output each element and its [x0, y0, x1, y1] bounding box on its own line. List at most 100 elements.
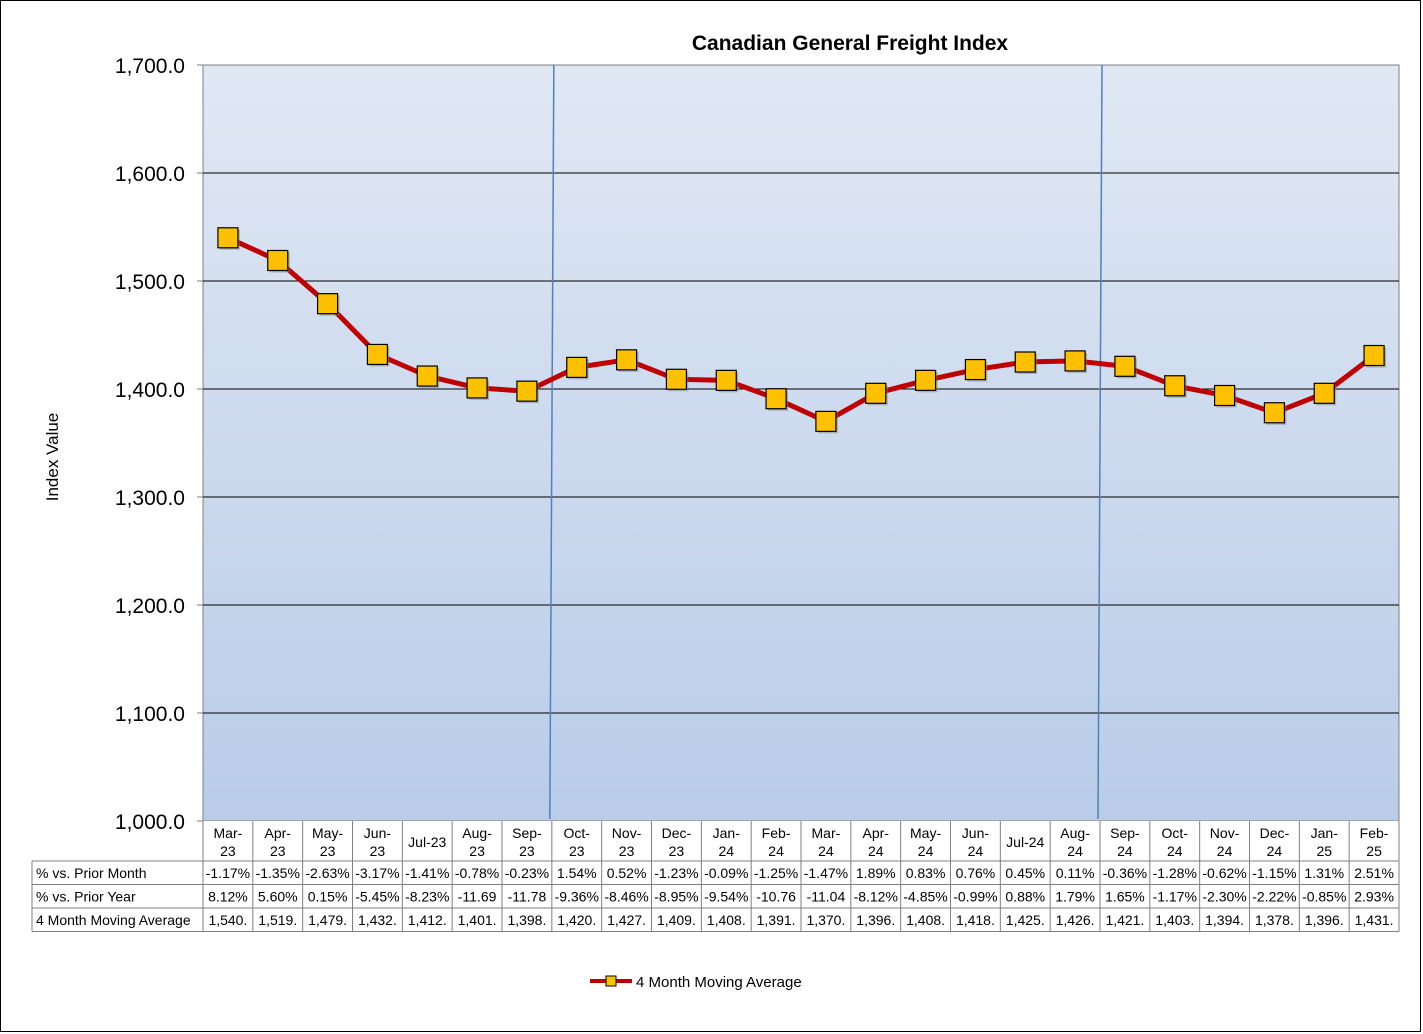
table-cell: -11.69: [458, 889, 497, 905]
x-category-label: 24: [768, 843, 784, 859]
x-category-label: Jun-: [364, 825, 392, 841]
x-category-label: 24: [968, 843, 984, 859]
x-category-label: 23: [469, 843, 485, 859]
table-cell: 1,370.: [806, 912, 845, 928]
table-cell: 1,418.: [956, 912, 995, 928]
gridlines: [203, 172, 1399, 714]
table-cell: -4.85%: [903, 889, 947, 905]
table-cell: 1,421.: [1105, 912, 1144, 928]
data-point: [1014, 351, 1036, 373]
table-cell: -0.23%: [505, 865, 549, 881]
x-category-label: 23: [220, 843, 236, 859]
table-cell: -1.15%: [1252, 865, 1296, 881]
table-cell: 1,420.: [557, 912, 596, 928]
table-cell: -5.45%: [355, 889, 399, 905]
table-cell: -1.28%: [1153, 865, 1197, 881]
table-cell: -0.09%: [704, 865, 748, 881]
data-point: [466, 377, 488, 399]
table-cell: 1,479.: [308, 912, 347, 928]
x-category-label: 25: [1366, 843, 1382, 859]
table-cell: 1,403.: [1155, 912, 1194, 928]
table-cell: -11.78: [508, 889, 547, 905]
table-cell: 1,401.: [458, 912, 497, 928]
data-point: [366, 343, 389, 366]
data-point: [516, 380, 538, 402]
data-point: [914, 369, 937, 391]
table-cell: -0.85%: [1302, 889, 1346, 905]
table-cell: 1.65%: [1105, 889, 1145, 905]
table-cell: -1.41%: [405, 865, 449, 881]
x-category-label: Dec-: [662, 825, 692, 841]
y-tick-label: 1,300.0: [115, 487, 185, 510]
table-cell: 1,427.: [607, 912, 646, 928]
x-category-label: 24: [1117, 843, 1133, 859]
x-category-label: Oct-: [564, 825, 591, 841]
table-cell: -8.23%: [405, 889, 449, 905]
x-category-label: Feb-: [762, 825, 791, 841]
table-cell: 0.76%: [956, 865, 996, 881]
x-category-label: 24: [1217, 843, 1233, 859]
y-tick-label: 1,500.0: [115, 271, 185, 294]
table-cell: 1,378.: [1255, 912, 1294, 928]
data-point: [1064, 350, 1086, 372]
data-point: [865, 382, 887, 404]
table-cell: 1.79%: [1055, 889, 1095, 905]
legend-label: 4 Month Moving Average: [636, 974, 802, 991]
x-category-label: 24: [1167, 843, 1183, 859]
x-category-label: Jan-: [1311, 825, 1339, 841]
table-cell: 1,432.: [358, 912, 397, 928]
x-category-label: Apr-: [265, 825, 292, 841]
x-category-label: 25: [1316, 843, 1332, 859]
x-category-label: Jul-24: [1006, 834, 1044, 850]
x-category-label: Nov-: [612, 825, 642, 841]
y-tick-label: 1,400.0: [115, 379, 185, 402]
table-cell: 5.60%: [258, 889, 298, 905]
table-cell: -0.62%: [1202, 865, 1246, 881]
x-category-label: 23: [569, 843, 585, 859]
x-category-label: Aug-: [462, 825, 492, 841]
x-category-label: 24: [1067, 843, 1083, 859]
chart-title: Canadian General Freight Index: [692, 32, 1009, 55]
table-cell: 1,540.: [208, 912, 247, 928]
x-category-label: Feb-: [1360, 825, 1389, 841]
y-tick-label: 1,000.0: [115, 811, 185, 834]
table-cell: -11.04: [807, 889, 846, 905]
x-category-label: Jul-23: [408, 834, 446, 850]
x-category-label: 23: [320, 843, 336, 859]
x-category-label: Jan-: [713, 825, 741, 841]
data-point: [765, 388, 787, 410]
table-cell: -3.17%: [355, 865, 399, 881]
data-point: [1313, 382, 1335, 404]
series-4-month-moving-average: [217, 227, 1387, 434]
data-point: [964, 358, 987, 381]
x-category-label: 24: [1267, 843, 1283, 859]
data-point: [416, 365, 438, 387]
x-category-label: Mar-: [214, 825, 243, 841]
table-cell: -1.17%: [206, 865, 250, 881]
table-cell: -9.36%: [555, 889, 599, 905]
table-cell: -0.99%: [953, 889, 997, 905]
x-category-label: 23: [669, 843, 685, 859]
data-point: [1164, 375, 1186, 397]
table-cell: -8.46%: [604, 889, 648, 905]
table-cell: -2.63%: [305, 865, 349, 881]
y-tick-label: 1,600.0: [115, 163, 185, 186]
x-category-label: 23: [519, 843, 535, 859]
table-cell: -10.76: [756, 889, 796, 905]
data-point: [715, 369, 737, 391]
table-row-label: 4 Month Moving Average: [36, 912, 191, 928]
table-cell: 1.31%: [1304, 865, 1344, 881]
table-cell: 2.51%: [1354, 865, 1394, 881]
table-cell: -1.35%: [256, 865, 300, 881]
data-point: [615, 349, 638, 371]
legend-marker-swatch: [605, 975, 617, 987]
table-row-label: % vs. Prior Year: [36, 889, 136, 905]
table-cell: -8.95%: [654, 889, 698, 905]
data-table: Mar- 23 Apr- 23 May- 23 Jun- 23 Jul-23 Aug- 23 Sep-…: [31, 821, 1400, 932]
table-cell: 1,396.: [1305, 912, 1344, 928]
data-point: [1114, 355, 1136, 377]
x-category-label: Aug-: [1060, 825, 1090, 841]
table-cell: -1.17%: [1153, 889, 1197, 905]
x-category-label: May-: [910, 825, 941, 841]
x-category-label: May-: [312, 825, 343, 841]
